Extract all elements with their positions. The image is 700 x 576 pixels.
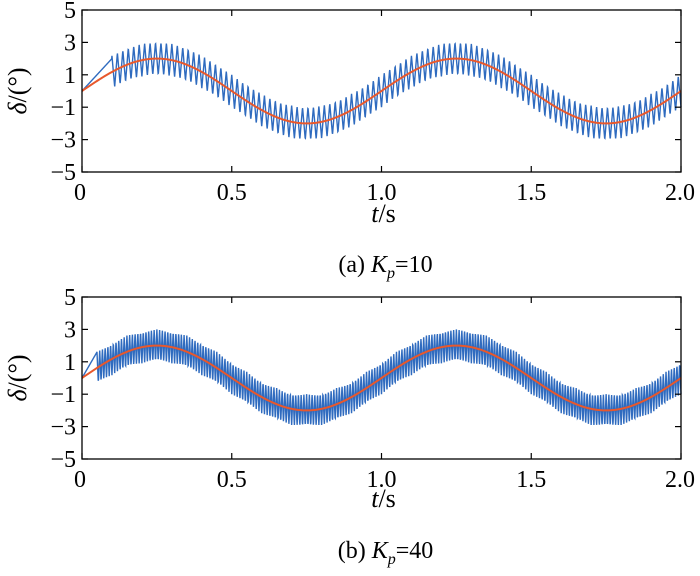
x-tick-label: 0 bbox=[74, 180, 86, 206]
y-axis-label: δ/(°) bbox=[3, 67, 32, 114]
caption-suffix: =10 bbox=[395, 252, 433, 278]
y-tick-label: 5 bbox=[64, 285, 76, 311]
x-axis-slash: / bbox=[378, 199, 386, 228]
y-tick-label: 3 bbox=[64, 30, 76, 56]
x-axis-unit: s bbox=[386, 484, 396, 513]
x-axis-slash: / bbox=[378, 484, 386, 513]
series-reference-line bbox=[81, 344, 682, 412]
panel-caption: (a) Kp=10 bbox=[338, 252, 432, 282]
caption-suffix: =40 bbox=[396, 538, 434, 564]
x-axis-label: t/s bbox=[371, 484, 396, 513]
panel-caption: (b) Kp=40 bbox=[338, 538, 434, 568]
caption-sub: p bbox=[387, 551, 396, 568]
x-tick-label: 2.0 bbox=[665, 180, 695, 206]
x-axis-unit: s bbox=[386, 199, 396, 228]
y-tick-label: −5 bbox=[50, 160, 76, 186]
y-tick-label: −1 bbox=[50, 382, 76, 408]
x-axis-var: t bbox=[371, 484, 379, 513]
x-axis-label: t/s bbox=[371, 199, 396, 228]
x-tick-label: 2.0 bbox=[665, 467, 695, 493]
y-axis-slash: / bbox=[3, 94, 32, 102]
series-reference-line bbox=[81, 57, 682, 125]
x-tick-label: 0 bbox=[74, 467, 86, 493]
caption-prefix: (b) bbox=[338, 538, 372, 564]
x-tick-label: 1.0 bbox=[367, 180, 397, 206]
x-tick-label: 0.5 bbox=[217, 467, 247, 493]
caption-var: K bbox=[371, 538, 390, 564]
y-axis-label: δ/(°) bbox=[3, 354, 32, 401]
y-tick-label: 1 bbox=[64, 350, 76, 376]
x-axis-var: t bbox=[371, 199, 379, 228]
y-tick-label: −3 bbox=[50, 128, 76, 154]
x-tick-label: 1.5 bbox=[516, 467, 546, 493]
y-tick-label: −3 bbox=[50, 415, 76, 441]
caption-var: K bbox=[370, 252, 389, 278]
y-axis-slash: / bbox=[3, 381, 32, 389]
x-tick-label: 1.0 bbox=[367, 467, 397, 493]
chart-panel-a: 531−1−3−50 0.5 1.0 1.5 2.0t/sδ/(°)(a) Kp=10 bbox=[3, 0, 695, 282]
caption-sub: p bbox=[386, 265, 395, 282]
y-axis-var: δ bbox=[3, 389, 32, 402]
y-tick-label: −1 bbox=[50, 95, 76, 121]
y-axis-unit: (°) bbox=[3, 354, 32, 382]
y-tick-label: 3 bbox=[64, 317, 76, 343]
caption-prefix: (a) bbox=[338, 252, 371, 278]
x-tick-label: 1.5 bbox=[516, 180, 546, 206]
y-tick-label: 1 bbox=[64, 63, 76, 89]
y-tick-label: −5 bbox=[50, 447, 76, 473]
y-tick-label: 5 bbox=[64, 0, 76, 24]
series-actual-line bbox=[81, 42, 682, 140]
y-axis-unit: (°) bbox=[3, 67, 32, 95]
series-actual-line bbox=[81, 329, 682, 426]
x-tick-label: 0.5 bbox=[217, 180, 247, 206]
chart-panel-b: 531−1−3−50 0.5 1.0 1.5 2.0t/sδ/(°)(b) Kp=40 bbox=[3, 285, 695, 568]
y-axis-var: δ bbox=[3, 102, 32, 115]
